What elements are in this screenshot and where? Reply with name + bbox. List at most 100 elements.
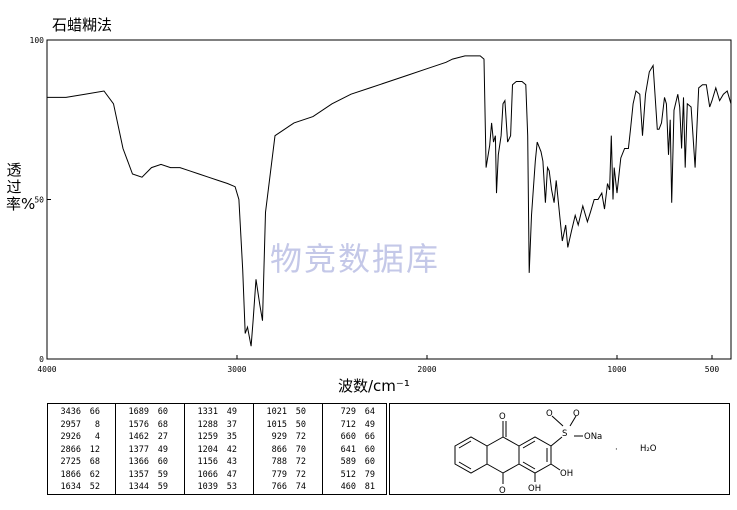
peak-wavenumber: 712 [340,419,356,430]
peak-column: 729 64 712 49 660 66 641 60 589 60 512 79 460 81 [327,406,375,494]
peak-row: 788 72 [258,456,306,469]
peak-transmittance: 49 [157,444,168,455]
peak-transmittance: 8 [94,419,100,430]
peak-transmittance: 60 [157,407,168,417]
peak-transmittance: 60 [364,444,375,455]
peak-column: 1689 60 1576 68 1462 27 1377 49 1366 60 1357 59 1344… [120,406,168,494]
carbonyl-oxygen-top: O [499,412,506,422]
hydrate-dot: · [615,445,618,455]
peak-row: 660 66 [327,431,375,444]
peak-transmittance: 42 [226,444,237,455]
peak-row: 1689 60 [120,406,168,419]
peak-transmittance: 12 [89,444,100,455]
peak-wavenumber: 641 [340,444,356,455]
peak-wavenumber: 1204 [197,444,218,455]
column-divider [115,404,116,494]
y-tick-label: 50 [34,196,44,205]
peak-row: 866 70 [258,444,306,457]
peak-transmittance: 50 [295,419,306,430]
hydrate-label: H₂O [640,444,657,454]
peak-row: 2957 8 [52,419,100,432]
peak-transmittance: 66 [364,432,375,442]
peak-row: 1021 50 [258,406,306,419]
peak-wavenumber: 1366 [128,457,149,467]
sulfonyl-oxygen-left: O [546,409,553,419]
x-tick-label: 4000 [37,365,56,374]
x-tick-label: 2000 [417,365,436,374]
peak-row: 1462 27 [120,431,168,444]
peak-row: 1866 62 [52,469,100,482]
peak-wavenumber: 1866 [60,469,81,480]
sulfonyl-oxygen-right: O [573,409,580,419]
peak-wavenumber: 866 [271,444,287,455]
hydroxyl-label-right: OH [560,469,573,479]
watermark: 物竞数据库 [270,240,441,278]
peak-wavenumber: 2725 [60,457,81,467]
peak-transmittance: 49 [364,419,375,430]
x-tick-label: 3000 [227,365,246,374]
peak-wavenumber: 1039 [197,482,218,492]
column-divider [253,404,254,494]
peak-transmittance: 49 [226,407,237,417]
x-tick-label: 1000 [607,365,626,374]
peak-transmittance: 27 [157,432,168,442]
peak-transmittance: 66 [89,407,100,417]
peak-transmittance: 60 [364,457,375,467]
peak-row: 1039 53 [189,481,237,494]
peak-row: 2866 12 [52,444,100,457]
peak-wavenumber: 1377 [128,444,149,455]
peak-wavenumber: 779 [271,469,287,480]
peak-wavenumber: 1462 [128,432,149,442]
peak-column: 3436 66 2957 8 2926 4 2866 12 2725 68 1866 62 1634 52 [52,406,100,494]
column-divider [322,404,323,494]
peak-row: 1259 35 [189,431,237,444]
peak-row: 3436 66 [52,406,100,419]
peak-wavenumber: 788 [271,457,287,467]
peak-wavenumber: 1634 [60,482,81,492]
peak-row: 460 81 [327,481,375,494]
peak-column: 1021 50 1015 50 929 72 866 70 788 72 779 72 766 74 [258,406,306,494]
peak-transmittance: 59 [157,482,168,492]
x-tick-label: 500 [705,365,720,374]
peak-transmittance: 68 [89,457,100,467]
peak-wavenumber: 1357 [128,469,149,480]
peak-transmittance: 37 [226,419,237,430]
spectrum-line [47,55,732,347]
peak-wavenumber: 1344 [128,482,149,492]
peak-wavenumber: 1288 [197,419,218,430]
peak-transmittance: 64 [364,407,375,417]
peak-row: 512 79 [327,469,375,482]
peak-wavenumber: 1331 [197,407,218,417]
peak-transmittance: 53 [226,482,237,492]
peak-transmittance: 60 [157,457,168,467]
peak-wavenumber: 1021 [266,407,287,417]
peak-wavenumber: 660 [340,432,356,442]
peak-wavenumber: 1156 [197,457,218,467]
peak-row: 1204 42 [189,444,237,457]
peak-wavenumber: 1066 [197,469,218,480]
peak-wavenumber: 3436 [60,407,81,417]
spectrum-title: 石蜡糊法 [52,16,113,34]
carbonyl-oxygen-bottom: O [499,486,506,494]
peak-wavenumber: 2866 [60,444,81,455]
peak-transmittance: 62 [89,469,100,480]
peak-row: 1634 52 [52,481,100,494]
peak-wavenumber: 929 [271,432,287,442]
peak-row: 712 49 [327,419,375,432]
peak-row: 1377 49 [120,444,168,457]
peak-row: 1156 43 [189,456,237,469]
y-tick-label: 100 [30,36,45,45]
peak-transmittance: 59 [157,469,168,480]
peak-wavenumber: 589 [340,457,356,467]
structure-box: O S O ONa O O OH OH · H₂O [389,403,730,495]
peak-wavenumber: 766 [271,482,287,492]
peak-transmittance: 72 [295,457,306,467]
peak-wavenumber: 1576 [128,419,149,430]
peak-row: 589 60 [327,456,375,469]
peak-row: 1288 37 [189,419,237,432]
hydroxyl-label-bottom: OH [528,484,541,494]
peak-row: 2725 68 [52,456,100,469]
peak-transmittance: 79 [364,469,375,480]
peak-transmittance: 52 [89,482,100,492]
peak-transmittance: 68 [157,419,168,430]
